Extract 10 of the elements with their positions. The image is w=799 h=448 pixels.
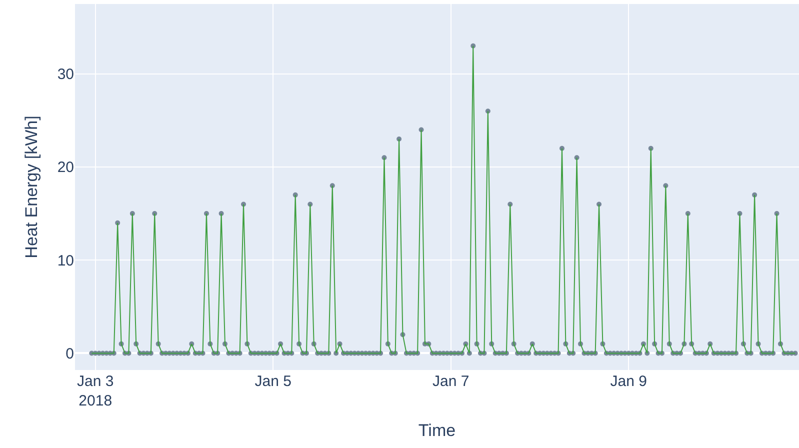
x-tick-label: Jan 5	[254, 373, 292, 390]
y-tick-label: 20	[57, 159, 74, 176]
x-tick-label: Jan 3 2018	[77, 373, 114, 410]
x-tick-label: Jan 9	[610, 373, 647, 390]
y-tick-label: 10	[57, 252, 74, 270]
y-tick-label: 30	[57, 66, 74, 84]
y-tick-label: 0	[66, 345, 74, 362]
y-axis-title: Heat Energy [kWh]	[22, 116, 41, 258]
x-tick-label: Jan 7	[432, 373, 470, 390]
x-axis-title: Time	[418, 420, 456, 440]
